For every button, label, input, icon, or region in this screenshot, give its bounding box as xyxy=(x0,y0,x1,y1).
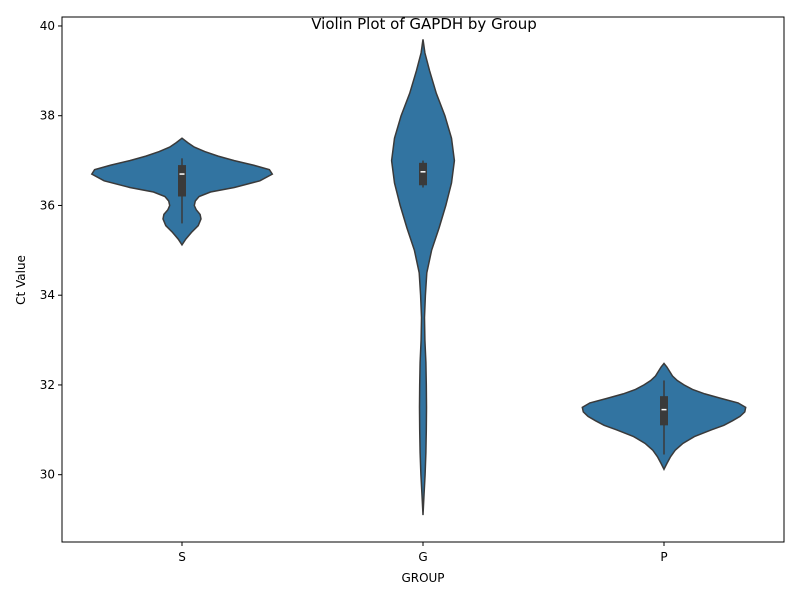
box-p xyxy=(660,396,668,426)
y-tick-label: 30 xyxy=(40,468,55,482)
y-axis-label: Ct Value xyxy=(14,255,28,305)
plot-frame xyxy=(61,16,785,543)
box-g xyxy=(419,162,427,186)
y-axis: 30 32 34 36 38 40 xyxy=(40,19,62,482)
y-tick-label: 32 xyxy=(40,378,55,392)
chart-title: Violin Plot of GAPDH by Group xyxy=(311,15,537,33)
x-tick-label: S xyxy=(178,550,186,564)
violins-layer xyxy=(90,39,747,516)
boxes-layer xyxy=(178,158,668,455)
y-tick-label: 36 xyxy=(40,198,55,212)
x-axis-label: GROUP xyxy=(401,571,444,585)
violin-g xyxy=(390,39,456,516)
x-tick-label: P xyxy=(660,550,667,564)
x-tick-label: G xyxy=(418,550,427,564)
y-tick-label: 40 xyxy=(40,19,55,33)
box-s xyxy=(178,165,186,197)
y-tick-label: 38 xyxy=(40,109,55,123)
y-tick-label: 34 xyxy=(40,288,55,302)
